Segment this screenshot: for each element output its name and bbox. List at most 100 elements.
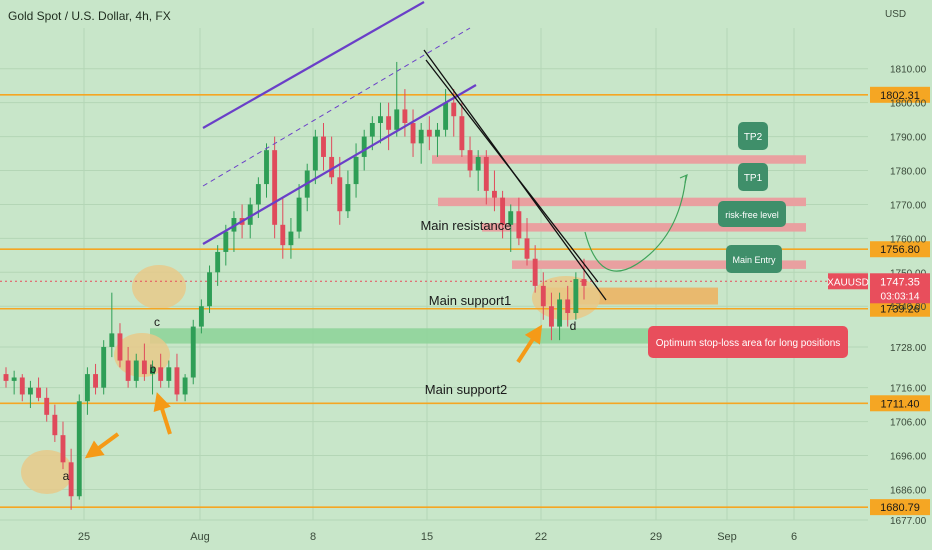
analysis-zones: [21, 155, 806, 494]
x-tick-label-7: 6: [791, 531, 797, 543]
candle-body-20: [166, 367, 172, 381]
candle-body-48: [394, 109, 400, 130]
candle-body-23: [190, 326, 196, 378]
risk-free-zone: [512, 260, 806, 269]
candle-body-8: [68, 462, 74, 497]
level-tag-0: [870, 86, 930, 103]
chart-title: Gold Spot / U.S. Dollar, 4h, FX: [8, 9, 171, 23]
candle-body-45: [369, 123, 375, 137]
candle-body-41: [337, 177, 343, 212]
stop-loss-box: [648, 326, 848, 358]
candle-body-65: [532, 258, 538, 286]
candle-body-38: [312, 136, 318, 171]
y-tick-label-11: 1790.00: [890, 133, 927, 144]
channel-upper-line: [202, 1, 425, 129]
candle-body-67: [548, 306, 554, 327]
current-price-tag: [870, 273, 930, 304]
level-label-3: 1711.40: [881, 398, 920, 410]
x-tick-label-2: 8: [310, 531, 316, 543]
level-tag-3: [870, 395, 930, 412]
orange-arrow-head-2: [524, 324, 543, 345]
candle-body-27: [223, 231, 229, 252]
candle-body-19: [158, 367, 164, 381]
y-tick-label-8: 1760.00: [890, 234, 927, 245]
candle-body-46: [378, 116, 383, 124]
x-tick-label-4: 22: [535, 531, 547, 543]
level-tag-2: [870, 300, 930, 317]
main-support1-label: Main support1: [429, 293, 511, 308]
y-tick-label-12: 1800.00: [890, 99, 927, 110]
main-support1-zone: [150, 328, 806, 344]
candle-body-62: [508, 211, 514, 225]
x-tick-label-6: Sep: [717, 531, 737, 543]
price-axis[interactable]: 1802.31 1756.80 1739.26 1711.40 1680.79 1677.…: [827, 65, 930, 527]
candle-body-2: [19, 377, 25, 395]
tp2-box: [738, 122, 768, 150]
y-tick-label-4: 1716.00: [890, 384, 927, 395]
candle-body-12: [101, 346, 107, 388]
candle-body-15: [125, 360, 131, 381]
symbol-tag-label: XAUUSD: [827, 277, 869, 288]
main-entry-box: [726, 245, 782, 273]
candle-body-14: [117, 333, 123, 361]
candle-body-30: [247, 204, 253, 225]
candle-body-7: [60, 435, 66, 463]
tp1-zone: [482, 223, 806, 232]
main-support2-label: Main support2: [425, 382, 507, 397]
x-tick-label-5: 29: [650, 531, 662, 543]
candle-body-9: [76, 401, 82, 497]
y-tick-label-5: 1728.00: [890, 343, 927, 354]
candle-body-24: [198, 306, 204, 327]
risk-free-box: [718, 201, 786, 227]
candle-body-43: [353, 156, 359, 185]
tp1-box: [738, 163, 768, 191]
candle-body-36: [296, 197, 302, 232]
level-label-2: 1739.26: [880, 304, 920, 316]
point-b-label: b: [150, 362, 157, 376]
candle-body-5: [44, 397, 50, 415]
candle-body-39: [321, 136, 326, 157]
candle-body-49: [402, 109, 408, 124]
candle-body-60: [492, 190, 497, 198]
candle-body-53: [435, 129, 440, 137]
projection-arrowhead: [679, 173, 688, 184]
y-tick-label-9: 1770.00: [890, 200, 927, 211]
current-price-label: 1747.35: [880, 276, 920, 288]
candle-body-51: [418, 129, 424, 144]
orange-arrow-head-0: [84, 440, 105, 459]
candle-body-64: [524, 238, 530, 259]
candle-body-58: [475, 156, 481, 171]
trendline-lower: [425, 59, 599, 283]
y-tick-label-1: 1686.00: [890, 485, 927, 496]
y-tick-label-6: 1740.00: [890, 302, 927, 313]
candle-body-69: [565, 299, 571, 314]
candle-body-47: [386, 116, 392, 130]
x-tick-label-1: Aug: [190, 531, 210, 543]
candle-body-70: [573, 279, 579, 314]
candle-body-55: [451, 102, 457, 117]
point-a-label: a: [63, 469, 70, 483]
candle-body-66: [540, 285, 546, 307]
point-d-label: d: [570, 319, 577, 333]
candle-body-31: [255, 184, 261, 205]
candle-body-57: [467, 150, 473, 171]
candle-body-32: [264, 150, 269, 185]
candle-body-26: [215, 251, 221, 273]
candle-body-68: [557, 299, 563, 327]
candle-body-40: [329, 156, 335, 178]
risk-free-label: risk-free level: [725, 210, 779, 220]
level-tag-4: [870, 499, 930, 516]
candle-body-1: [11, 377, 17, 381]
candle-body-61: [500, 197, 506, 225]
horizontal-levels: [0, 94, 868, 508]
candle-body-42: [345, 184, 351, 212]
highlight-ellipse-0: [21, 450, 73, 494]
candle-body-3: [27, 387, 33, 395]
candle-body-6: [52, 414, 58, 436]
level-label-4: 1680.79: [880, 502, 920, 514]
candle-body-71: [581, 279, 587, 286]
main-resistance-label: Main resistance: [420, 218, 511, 233]
time-axis[interactable]: 25 Aug 8 15 22 29 Sep 6: [78, 531, 797, 543]
candle-body-59: [483, 156, 489, 191]
